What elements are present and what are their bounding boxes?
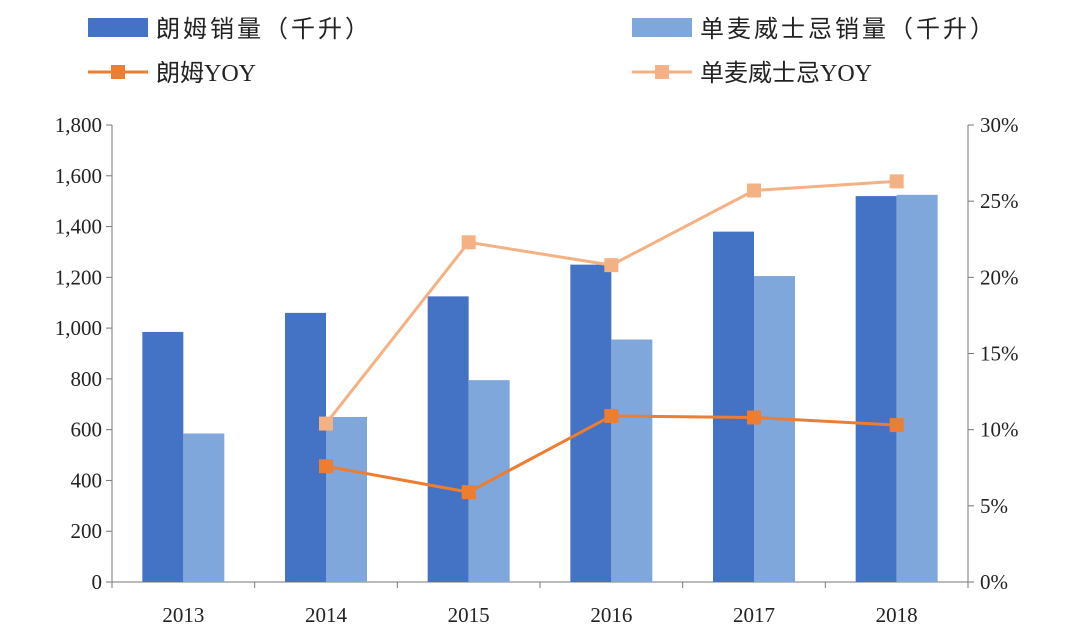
- right-tick-label: 10%: [980, 418, 1019, 442]
- bar-series2-2016: [611, 339, 653, 582]
- right-tick-label: 30%: [980, 113, 1019, 137]
- point-series3-2017: [747, 410, 761, 425]
- bar-series1-2016: [570, 264, 612, 582]
- lines-layer: [319, 174, 904, 500]
- point-series3-2018: [889, 418, 904, 433]
- legend-label-series2: 单麦威士忌销量（千升）: [700, 15, 997, 43]
- bar-series2-2018: [896, 194, 938, 582]
- left-tick-label: 1,800: [55, 113, 102, 137]
- bar-series2-2017: [754, 276, 795, 582]
- left-tick-label: 1,600: [55, 164, 102, 188]
- right-tick-label: 25%: [980, 189, 1019, 213]
- bars-layer: [142, 194, 938, 583]
- legend-label-series3: 朗姆YOY: [156, 60, 256, 87]
- x-tick-label: 2016: [590, 603, 632, 627]
- bar-series1-2017: [713, 231, 754, 582]
- point-series3-2016: [604, 408, 619, 423]
- left-tick-label: 1,400: [55, 215, 102, 239]
- bar-series1-2013: [142, 331, 184, 582]
- bar-series2-2014: [326, 416, 367, 582]
- point-series4-2018: [889, 174, 904, 189]
- left-tick-label: 0: [92, 570, 103, 594]
- point-series4-2014: [319, 416, 333, 431]
- bar-series1-2015: [427, 296, 469, 582]
- legend-swatch-series2: [632, 18, 692, 37]
- right-tick-label: 15%: [980, 342, 1019, 366]
- point-series4-2016: [604, 258, 619, 273]
- legend-marker-series3: [111, 65, 125, 79]
- axes: 0 200 400 600 800 1,000 1,200 1,400 1,600 1,800 0%…: [55, 113, 1019, 627]
- left-tick-label: 1,200: [55, 265, 102, 289]
- x-tick-label: 2017: [733, 603, 775, 627]
- left-tick-label: 600: [71, 418, 103, 442]
- x-tick-label: 2014: [305, 603, 348, 627]
- left-tick-label: 400: [71, 468, 103, 492]
- left-tick-label: 200: [71, 519, 103, 543]
- x-tick-label: 2015: [448, 603, 490, 627]
- bar-series2-2013: [183, 433, 225, 582]
- bar-series1-2014: [285, 312, 326, 582]
- legend: 朗姆销量（千升） 单麦威士忌销量（千升） 朗姆YOY 单麦威士忌YOY: [88, 15, 997, 87]
- point-series4-2015: [461, 235, 476, 250]
- legend-marker-series4: [655, 65, 669, 79]
- point-series4-2017: [747, 183, 761, 198]
- x-tick-label: 2018: [876, 603, 918, 627]
- legend-label-series1: 朗姆销量（千升）: [156, 15, 372, 43]
- x-tick-label: 2013: [162, 603, 204, 627]
- right-tick-label: 0%: [980, 570, 1008, 594]
- left-tick-label: 1,000: [55, 316, 102, 340]
- legend-swatch-series1: [88, 18, 148, 37]
- legend-label-series4: 单麦威士忌YOY: [700, 60, 872, 87]
- left-tick-label: 800: [71, 367, 103, 391]
- bar-series1-2018: [855, 196, 897, 583]
- point-series3-2014: [319, 459, 333, 474]
- right-tick-label: 20%: [980, 265, 1019, 289]
- right-tick-label: 5%: [980, 494, 1008, 518]
- point-series3-2015: [461, 485, 476, 500]
